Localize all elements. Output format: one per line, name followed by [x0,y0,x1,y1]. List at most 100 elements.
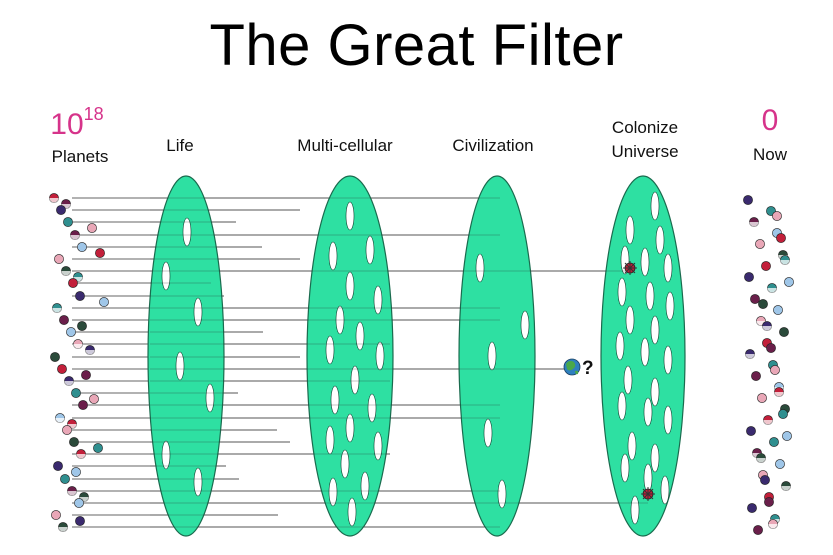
planet-now [774,387,784,397]
planet-start [75,516,85,526]
filter-hole [328,477,338,507]
planet-start [95,248,105,258]
planet-start [71,388,81,398]
planet-body [75,291,85,301]
planet-now [770,365,780,375]
filter-hole [345,201,355,231]
planet-shade [64,381,74,386]
filter-hole [161,440,171,470]
planet-now [763,415,773,425]
filter-hole [615,331,625,361]
planet-now [743,195,753,205]
planet-body [758,299,768,309]
filter-label-colonize-line1: Colonize [611,118,679,137]
filter-hole [645,281,655,311]
earth-icon [563,358,581,376]
planets-count-base: 10 [50,108,84,141]
planet-now [767,283,777,293]
planet-now [761,261,771,271]
planet-body [773,305,783,315]
planet-body [99,297,109,307]
filters-layer [147,175,686,537]
planet-shade [73,344,83,349]
planet-start [87,223,97,233]
filter-label-civilization: Civilization [452,136,534,155]
filter-hole [347,497,357,527]
planet-shade [76,454,86,459]
filter-hole [205,383,215,413]
planet-body [78,400,88,410]
filter-hole [360,471,370,501]
planet-shade [67,491,77,496]
planet-body [760,475,770,485]
planet-start [75,291,85,301]
planet-start [62,425,72,435]
planet-body [761,261,771,271]
earth-land [566,360,576,371]
planet-start [61,199,71,209]
filter-hole [640,247,650,277]
planet-start [76,449,86,459]
filter-hole [175,351,185,381]
filter-hole [650,377,660,407]
filter-hole [497,479,507,509]
planet-body [51,510,61,520]
earth-land [575,370,579,375]
planet-now [782,431,792,441]
now-label: Now [752,145,787,164]
planet-body [747,503,757,513]
planet-start [58,522,68,532]
planet-shade [745,354,755,359]
filter-hole [330,385,340,415]
planet-now [781,481,791,491]
planet-start [99,297,109,307]
planet-start [55,413,65,423]
planet-body [744,272,754,282]
planet-shade [52,308,62,313]
planet-body [69,437,79,447]
filter-hole [328,241,338,271]
planet-start [77,321,87,331]
filter-hole [365,235,375,265]
planet-now [760,475,770,485]
filter-hole [650,443,660,473]
filter-hole [627,431,637,461]
filter-hole [182,217,192,247]
planet-start [69,437,79,447]
planet-start [60,474,70,484]
filter-label-life: Life [166,136,194,155]
planet-body [62,425,72,435]
planet-start [53,461,63,471]
planet-shade [781,486,791,491]
planet-shade [780,260,790,265]
planet-start [93,443,103,453]
filter-hole [625,305,635,335]
planet-shade [762,326,772,331]
filter-hole [325,425,335,455]
planet-body [71,467,81,477]
planet-body [71,388,81,398]
planet-body [56,205,66,215]
planet-start [67,419,77,429]
planet-start [63,217,73,227]
planets-now-cluster [743,195,794,535]
planet-body [755,239,765,249]
planets-label: Planets [51,147,109,166]
planet-body [87,223,97,233]
planet-start [52,303,62,313]
planet-body [63,217,73,227]
filter-hole [373,431,383,461]
planet-start [85,345,95,355]
planet-now [745,349,755,359]
planet-start [70,230,80,240]
planet-now [784,277,794,287]
filter-hole [345,413,355,443]
filter-hole [193,467,203,497]
earth-question-mark: ? [582,358,594,379]
filter-hole [663,253,673,283]
planet-start [74,498,84,508]
filter-hole [650,191,660,221]
planet-body [89,394,99,404]
planet-body [779,327,789,337]
planet-start [57,364,67,374]
